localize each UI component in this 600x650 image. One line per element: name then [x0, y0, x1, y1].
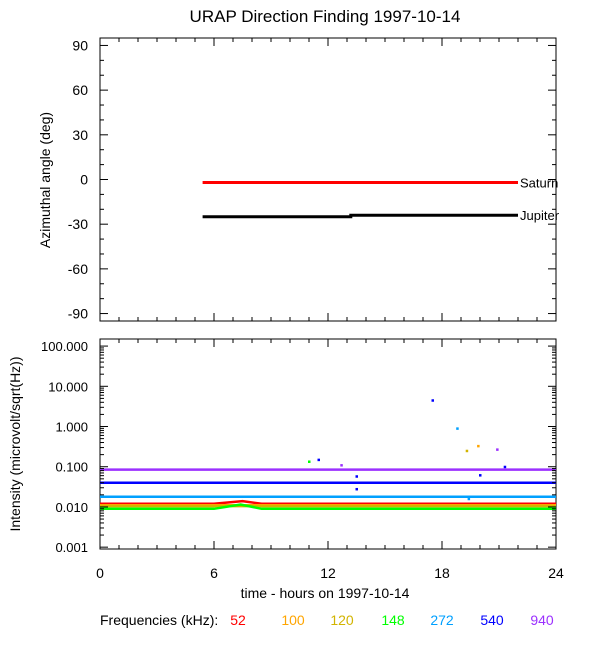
intensity-series	[100, 399, 556, 511]
legend-entry-100: 100	[281, 612, 305, 628]
intensity-plot-frame	[99, 338, 557, 550]
scatter-point	[431, 399, 434, 402]
series-label-saturn: Saturn	[520, 175, 558, 190]
azimuth-y-tick-label: -90	[68, 306, 88, 322]
azimuth-y-tick-label: 30	[72, 127, 88, 143]
x-tick-label: 12	[320, 565, 336, 581]
intensity-y-tick-label: 0.001	[55, 540, 88, 555]
frequency-series-52	[100, 499, 556, 506]
scatter-point	[477, 444, 480, 448]
azimuth-y-tick-label: -30	[68, 216, 88, 232]
scatter-point	[355, 475, 358, 478]
scatter-point	[317, 458, 320, 462]
x-tick-label: 18	[434, 565, 450, 581]
azimuth-y-tick-label: 60	[72, 82, 88, 98]
legend-entry-540: 540	[480, 612, 504, 628]
azimuth-y-tick-label: 90	[72, 37, 88, 53]
intensity-y-axis-label: Intensity (microvolt/sqrt(Hz))	[7, 356, 23, 531]
scatter-point	[467, 497, 471, 501]
scatter-point	[496, 448, 499, 451]
scatter-point	[479, 474, 482, 477]
legend-entry-148: 148	[381, 612, 405, 628]
x-tick-label: 24	[548, 565, 564, 581]
intensity-ticks: 100.000 10.000 1.000 0.100 0.010 0.001 0 6 12 18 2…	[41, 339, 564, 581]
intensity-panel: 100.000 10.000 1.000 0.100 0.010 0.001 0 6 12 18 2…	[7, 338, 564, 601]
scatter-point	[355, 487, 358, 491]
azimuth-y-tick-label: 0	[80, 172, 88, 188]
azimuth-y-axis-label: Azimuthal angle (deg)	[37, 112, 53, 248]
scatter-point	[456, 427, 459, 430]
frequency-legend: Frequencies (kHz): 52 100 120 148 272 540 940	[100, 612, 554, 628]
x-tick-label: 6	[210, 565, 218, 581]
series-line-jupiter	[202, 213, 518, 219]
intensity-y-tick-label: 0.010	[55, 500, 88, 515]
azimuth-plot-frame	[99, 37, 557, 322]
azimuth-ticks: 90 60 30 0 -30 -60 -90	[68, 37, 557, 322]
legend-entry-120: 120	[330, 612, 354, 628]
legend-entry-272: 272	[430, 612, 454, 628]
frequency-series-148	[100, 503, 556, 511]
intensity-y-tick-label: 10.000	[48, 379, 88, 394]
scatter-point	[308, 460, 311, 463]
legend-entry-52: 52	[230, 612, 246, 628]
series-label-jupiter: Jupiter	[520, 208, 560, 223]
intensity-y-tick-label: 100.000	[41, 339, 88, 354]
x-axis-label: time - hours on 1997-10-14	[241, 585, 410, 601]
x-tick-label: 0	[96, 565, 104, 581]
intensity-y-tick-label: 1.000	[55, 420, 88, 435]
azimuth-y-tick-label: -60	[68, 261, 88, 277]
scatter-point	[465, 449, 469, 453]
scatter-point	[340, 464, 343, 467]
azimuth-series: Saturn Jupiter	[202, 175, 560, 223]
intensity-y-tick-label: 0.100	[55, 460, 88, 475]
scatter-point	[503, 465, 507, 469]
legend-title: Frequencies (kHz):	[100, 612, 218, 628]
legend-entry-940: 940	[530, 612, 554, 628]
chart-title: URAP Direction Finding 1997-10-14	[190, 7, 461, 26]
azimuth-panel: 90 60 30 0 -30 -60 -90 Saturn Jupiter Azimuthal…	[37, 37, 560, 321]
